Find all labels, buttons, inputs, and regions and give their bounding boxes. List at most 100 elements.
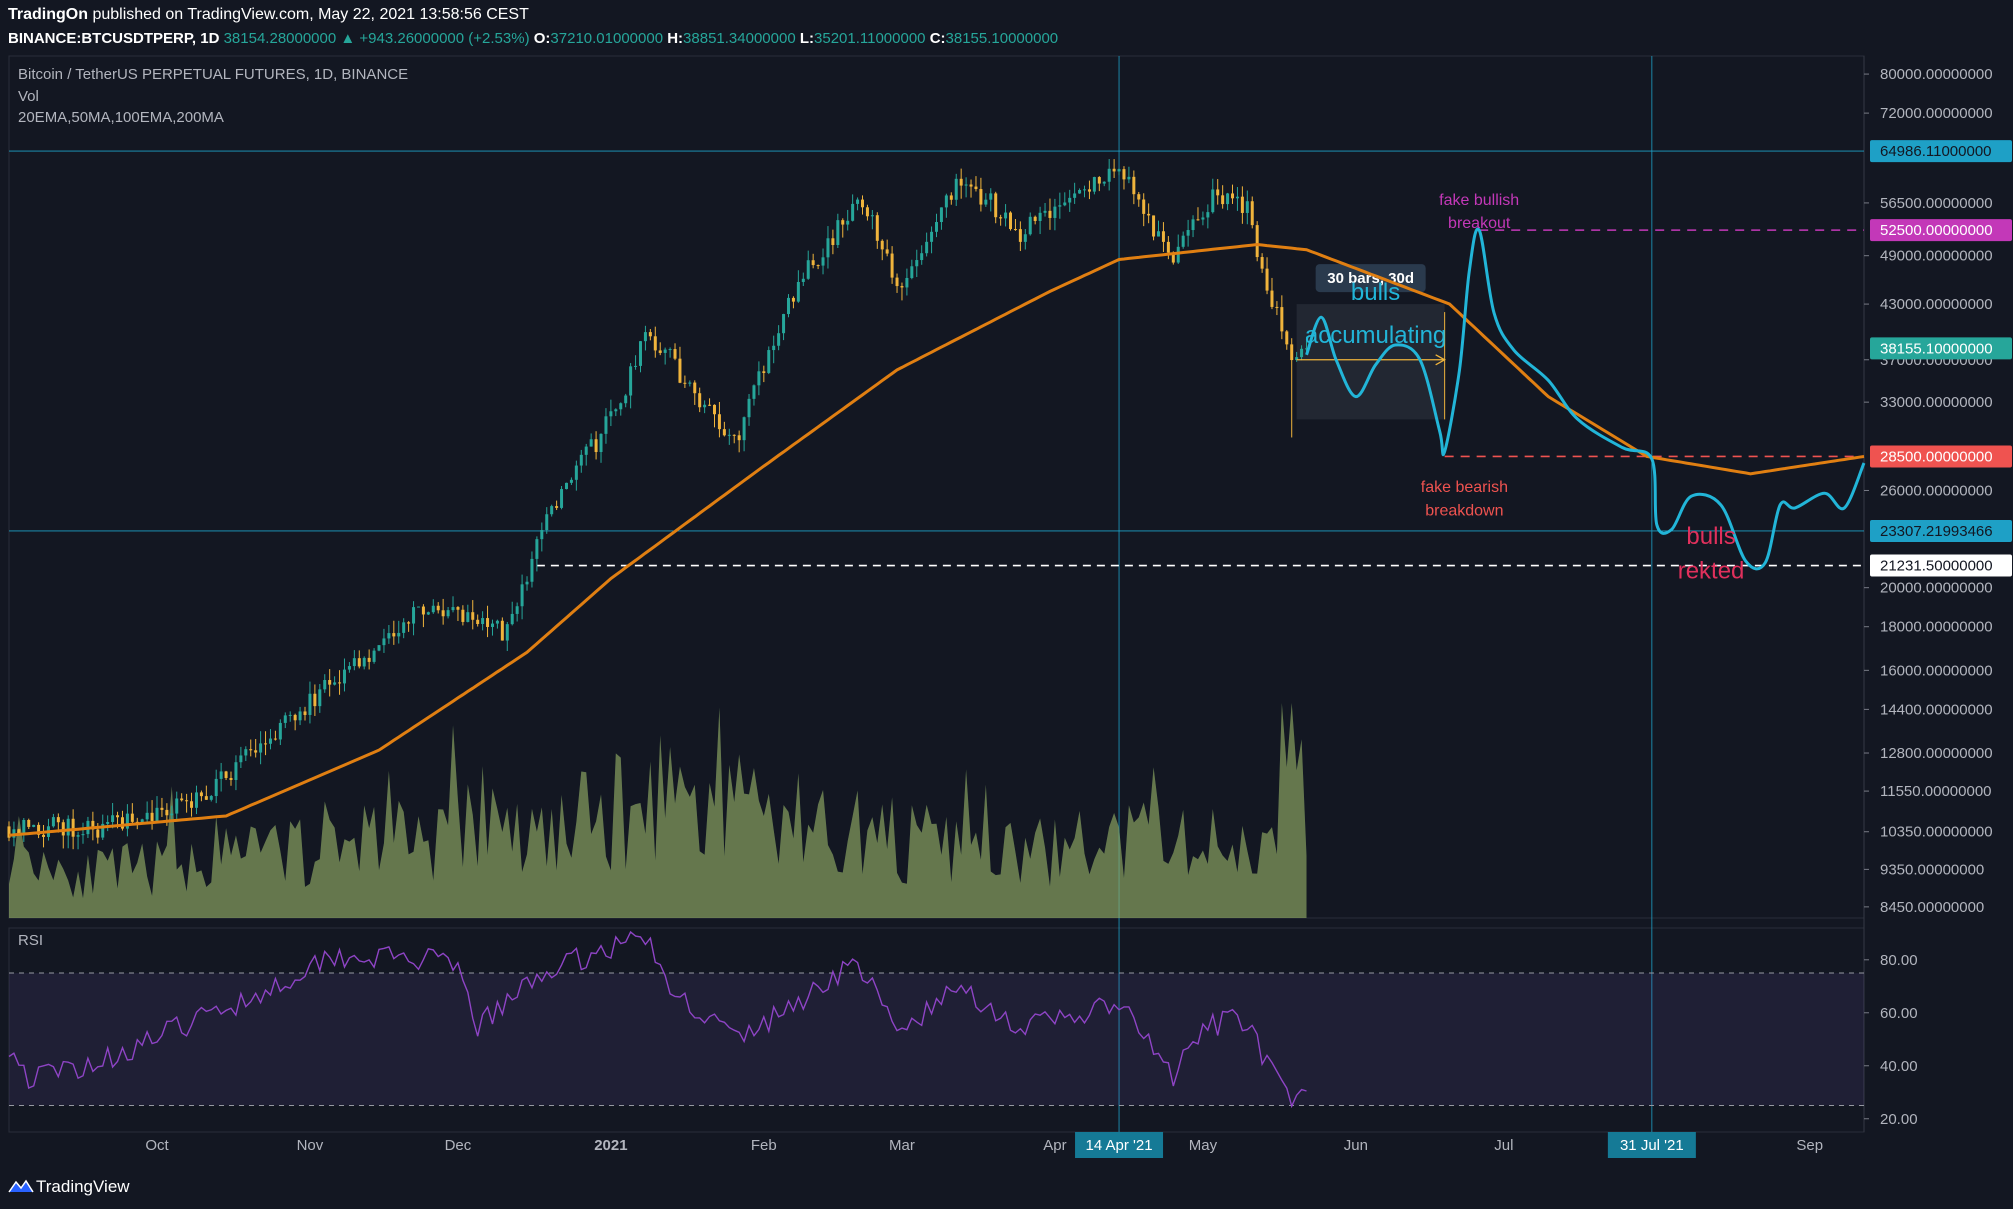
candle-body	[762, 371, 766, 373]
candle-body	[500, 620, 504, 641]
price-change: +943.26000000 (+2.53%)	[359, 30, 530, 47]
candle-body	[1097, 177, 1101, 184]
candle-body	[525, 581, 529, 585]
candle-body	[436, 605, 440, 611]
candle-body	[609, 411, 613, 417]
candle-body	[821, 257, 825, 266]
candle-body	[555, 506, 559, 508]
candle-body	[1117, 169, 1121, 172]
candle-body	[1270, 290, 1274, 307]
candle-body	[101, 823, 105, 838]
candle-body	[1087, 189, 1091, 192]
price-tick-label: 12800.00000000	[1880, 745, 1993, 762]
time-tick-label: Apr	[1043, 1137, 1066, 1154]
volume-area-down	[9, 703, 1307, 918]
volume-legend[interactable]: Vol	[18, 88, 39, 105]
candle-body	[1112, 168, 1116, 172]
candle-body	[490, 623, 494, 627]
candle-body	[333, 682, 337, 685]
low-value: 35201.11000000	[814, 30, 926, 47]
level-price-label-5: 23307.21993466	[1880, 523, 1993, 540]
time-tick-label: Mar	[889, 1137, 915, 1154]
candle-body	[254, 750, 258, 753]
candle-body	[313, 693, 317, 707]
candle-body	[638, 341, 642, 366]
candle-body	[579, 454, 583, 466]
ema-line	[8, 242, 1865, 837]
candle-body	[604, 416, 608, 434]
candle-body	[308, 693, 312, 715]
candle-body	[1127, 176, 1131, 180]
candle-body	[930, 231, 934, 242]
candle-body	[1009, 212, 1013, 230]
candle-body	[678, 358, 682, 383]
candle-body	[318, 689, 322, 707]
candle-body	[125, 813, 129, 829]
candle-body	[106, 821, 110, 824]
ma-legend[interactable]: 20EMA,50MA,100EMA,200MA	[18, 109, 224, 126]
candle-body	[160, 807, 164, 810]
tradingview-brand[interactable]: TradingView	[36, 1177, 130, 1196]
candle-body	[885, 249, 889, 254]
candle-body	[510, 613, 514, 625]
candle-body	[27, 819, 31, 827]
candle-body	[1245, 201, 1249, 213]
candle-body	[979, 189, 983, 205]
annotation-7: bulls	[1686, 523, 1735, 550]
tradingview-logo-icon	[8, 1179, 34, 1193]
candle-body	[81, 834, 85, 836]
candle-body	[619, 403, 623, 410]
candle-body	[471, 612, 475, 620]
candle-body	[1018, 229, 1022, 242]
candle-body	[407, 622, 411, 624]
time-tick-label: Oct	[145, 1137, 169, 1154]
instrument-legend[interactable]: Bitcoin / TetherUS PERPETUAL FUTURES, 1D…	[18, 66, 409, 83]
candle-body	[791, 297, 795, 302]
level-price-label-1: 64986.11000000	[1880, 143, 1992, 160]
author-name[interactable]: TradingOn	[8, 6, 88, 23]
candle-body	[416, 606, 420, 608]
candle-body	[412, 607, 416, 624]
candle-body	[1068, 197, 1072, 203]
candle-body	[61, 822, 65, 836]
time-tick-label: Feb	[751, 1137, 777, 1154]
rsi-legend[interactable]: RSI	[18, 932, 44, 949]
candle-body	[135, 821, 139, 823]
candle-body	[569, 479, 573, 483]
candle-body	[495, 620, 499, 624]
candle-body	[683, 382, 687, 384]
candle-body	[145, 812, 149, 820]
candle-body	[875, 215, 879, 241]
candle-body	[535, 539, 539, 559]
candle-body	[1038, 212, 1042, 221]
candle-body	[1280, 307, 1284, 332]
candle-body	[1083, 189, 1087, 191]
price-tick-label: 18000.00000000	[1880, 619, 1993, 636]
candle-body	[278, 722, 282, 740]
candle-body	[1132, 176, 1136, 195]
candle-body	[851, 203, 855, 221]
candle-body	[357, 658, 361, 667]
candle-body	[204, 796, 208, 800]
candle-body	[801, 278, 805, 282]
symbol-label[interactable]: BINANCE:BTCUSDTPERP, 1D	[8, 30, 220, 47]
price-tick-label: 20000.00000000	[1880, 580, 1993, 597]
candle-body	[56, 817, 60, 823]
candle-body	[451, 607, 455, 611]
candle-body	[185, 800, 189, 802]
candle-body	[994, 193, 998, 218]
candle-body	[920, 253, 924, 261]
candle-body	[1221, 195, 1225, 205]
candle-body	[574, 465, 578, 480]
candle-body	[392, 633, 396, 637]
projection-path	[1305, 227, 1866, 571]
candle-body	[476, 619, 480, 624]
candle-body	[540, 530, 544, 540]
candle-body	[298, 711, 302, 721]
candle-body	[959, 178, 963, 186]
price-tick-label: 9350.00000000	[1880, 861, 1984, 878]
candle-body	[120, 817, 124, 829]
candle-body	[214, 778, 218, 797]
candle-body	[1171, 252, 1175, 263]
